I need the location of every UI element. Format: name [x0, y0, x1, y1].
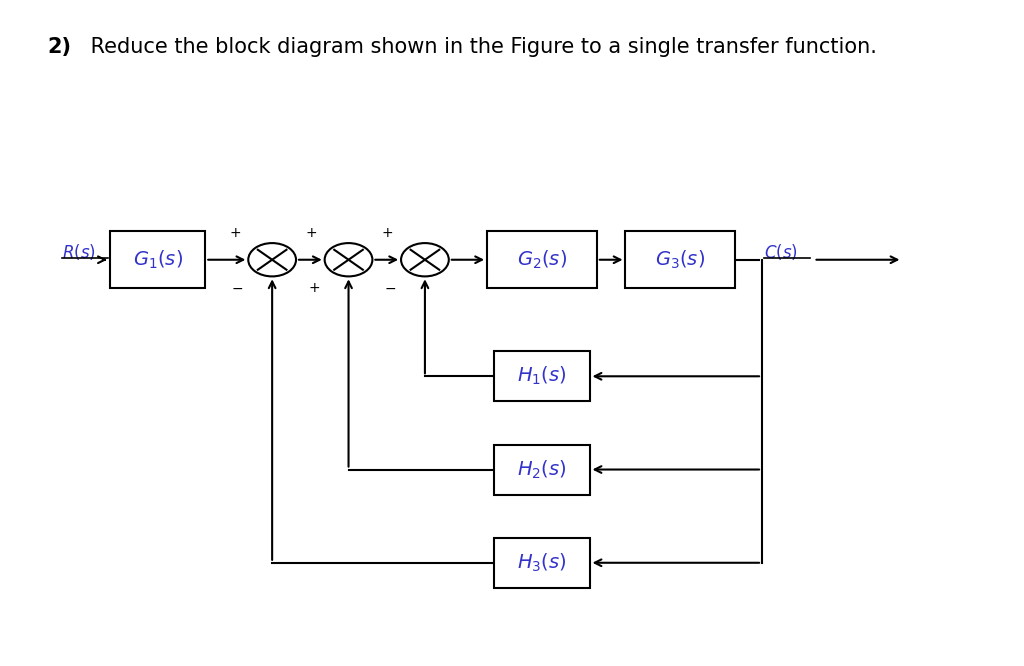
Text: $G_2(s)$: $G_2(s)$ [517, 248, 567, 271]
Text: $H_1(s)$: $H_1(s)$ [517, 365, 566, 388]
Bar [487, 232, 597, 288]
Text: −: − [231, 281, 244, 296]
Text: +: + [229, 226, 241, 240]
Circle shape [401, 243, 449, 276]
Text: $C(s)$: $C(s)$ [764, 242, 798, 262]
Circle shape [248, 243, 296, 276]
Text: +: + [308, 281, 319, 296]
Text: $R(s)$: $R(s)$ [62, 242, 96, 262]
Bar [495, 445, 590, 494]
Bar [110, 232, 205, 288]
Text: $H_3(s)$: $H_3(s)$ [517, 551, 566, 574]
Text: −: − [385, 281, 396, 296]
Text: Reduce the block diagram shown in the Figure to a single transfer function.: Reduce the block diagram shown in the Fi… [84, 37, 877, 57]
Text: $G_3(s)$: $G_3(s)$ [655, 248, 706, 271]
Bar [495, 538, 590, 588]
Text: +: + [305, 226, 317, 240]
Bar [495, 352, 590, 401]
Text: 2): 2) [48, 37, 72, 57]
Text: $G_1(s)$: $G_1(s)$ [132, 248, 182, 271]
Circle shape [325, 243, 373, 276]
Bar [626, 232, 735, 288]
Text: $H_2(s)$: $H_2(s)$ [517, 458, 566, 481]
Text: +: + [382, 226, 393, 240]
